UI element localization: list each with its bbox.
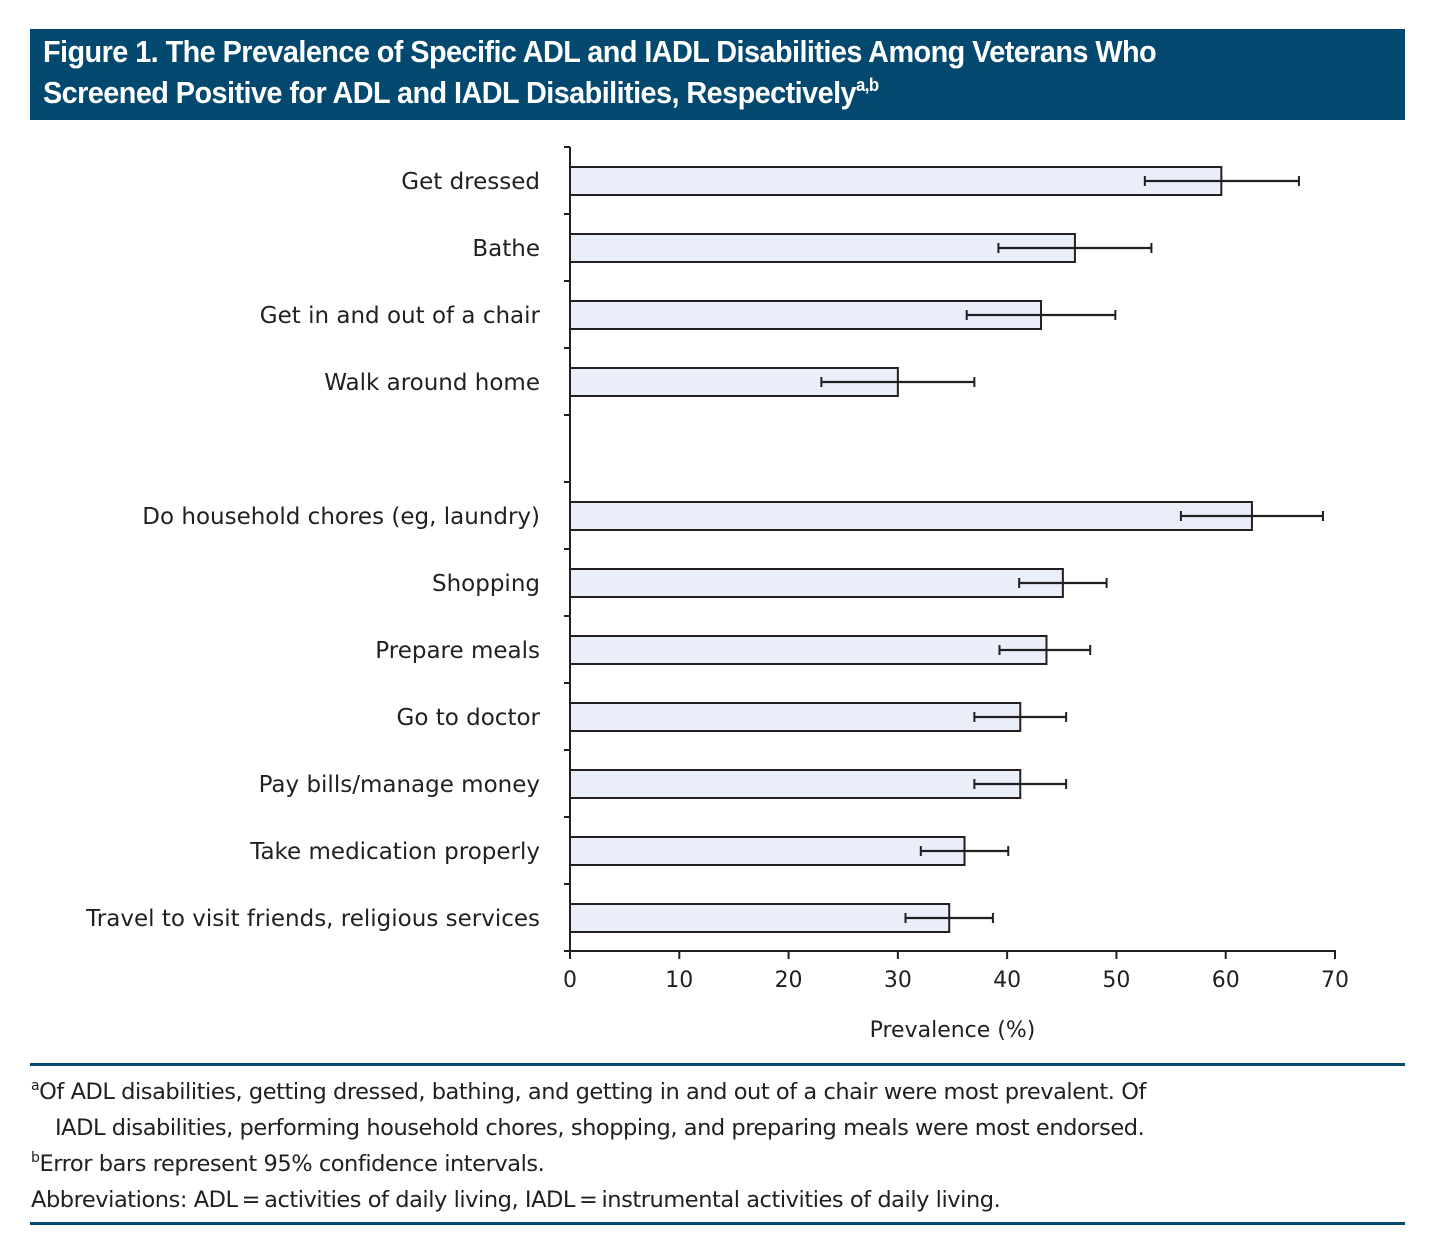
error-bar xyxy=(965,310,1117,320)
category-label: Get in and out of a chair xyxy=(260,303,541,329)
footnote-a-line-1: Of ADL disabilities, getting dressed, ba… xyxy=(39,1079,1146,1105)
category-label: Travel to visit friends, religious servi… xyxy=(85,906,540,932)
figure-title-line-2: Screened Positive for ADL and IADL Disab… xyxy=(43,72,1310,113)
error-bar xyxy=(973,779,1068,789)
footnote-a-marker: a xyxy=(31,1078,40,1094)
footnote-b-text: Error bars represent 95% confidence inte… xyxy=(39,1151,545,1177)
x-tick-label: 60 xyxy=(1212,968,1240,993)
error-bar xyxy=(919,846,1010,856)
bar-do-household-chores-eg-laundry xyxy=(569,501,1253,531)
error-bar xyxy=(1179,511,1324,521)
abbreviations-note: Abbreviations: ADL = activities of daily… xyxy=(31,1187,1001,1213)
error-bar xyxy=(1018,578,1108,588)
category-label: Do household chores (eg, laundry) xyxy=(142,504,540,530)
error-bar xyxy=(904,913,994,923)
bar-get-dressed xyxy=(569,166,1223,196)
error-bar xyxy=(998,645,1092,655)
footnote-bottom-rule xyxy=(30,1222,1405,1225)
bar-shopping xyxy=(569,568,1064,598)
category-label: Bathe xyxy=(472,236,540,262)
bar-pay-bills-manage-money xyxy=(569,769,1022,799)
bars-layer xyxy=(569,166,1324,933)
error-bar xyxy=(820,377,976,387)
category-label: Shopping xyxy=(432,571,540,597)
footnote-top-rule xyxy=(30,1063,1405,1066)
bar-take-medication-properly xyxy=(569,836,966,866)
bar-prepare-meals xyxy=(569,635,1048,665)
error-bar xyxy=(1143,176,1300,186)
title-footnote-markers: a,b xyxy=(856,75,879,95)
bar-travel-to-visit-friends-religious-services xyxy=(569,903,951,933)
figure-header: Figure 1. The Prevalence of Specific ADL… xyxy=(30,29,1405,120)
footnotes: aOf ADL disabilities, getting dressed, b… xyxy=(31,1074,1411,1218)
error-bar xyxy=(997,243,1153,253)
x-tick-label: 30 xyxy=(884,968,912,993)
figure-title-line-2-text: Screened Positive for ADL and IADL Disab… xyxy=(43,75,857,110)
category-label: Get dressed xyxy=(401,169,540,195)
figure-title-line-1: Figure 1. The Prevalence of Specific ADL… xyxy=(43,34,1157,69)
x-tick-label: 20 xyxy=(775,968,803,993)
axes: 0 10 20 30 40 50 60 70 xyxy=(563,146,1349,993)
bar-chart: Get dressed Bathe Get in and out of a chai… xyxy=(85,146,1349,1043)
error-bar xyxy=(973,712,1068,722)
footnote-a-line-2: IADL disabilities, performing household … xyxy=(55,1115,1145,1141)
bar-go-to-doctor xyxy=(569,702,1022,732)
x-tick-label: 50 xyxy=(1102,968,1130,993)
category-label: Prepare meals xyxy=(375,638,540,664)
x-tick-label: 40 xyxy=(993,968,1021,993)
footnote-b: bError bars represent 95% confidence int… xyxy=(31,1146,1411,1182)
footnote-b-marker: b xyxy=(31,1150,40,1166)
category-label: Pay bills/manage money xyxy=(259,772,540,798)
category-label: Take medication properly xyxy=(249,839,540,865)
x-axis-title: Prevalence (%) xyxy=(870,1018,1036,1043)
x-tick-label: 70 xyxy=(1321,968,1349,993)
x-tick-label: 0 xyxy=(563,968,577,993)
bar-bathe xyxy=(569,233,1076,263)
category-labels: Get dressed Bathe Get in and out of a chai… xyxy=(85,169,540,932)
x-tick-label: 10 xyxy=(665,968,693,993)
category-label: Walk around home xyxy=(324,370,540,396)
category-label: Go to doctor xyxy=(397,705,541,731)
footnote-a: aOf ADL disabilities, getting dressed, b… xyxy=(31,1074,1411,1110)
